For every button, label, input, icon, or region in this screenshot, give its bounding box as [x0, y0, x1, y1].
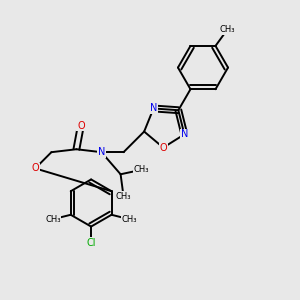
Text: CH₃: CH₃ — [220, 25, 235, 34]
Text: N: N — [150, 103, 157, 113]
Text: CH₃: CH₃ — [134, 165, 149, 174]
Text: N: N — [181, 129, 188, 140]
Text: CH₃: CH₃ — [45, 215, 61, 224]
Text: O: O — [77, 121, 85, 131]
Text: O: O — [32, 164, 39, 173]
Text: N: N — [98, 147, 105, 157]
Text: Cl: Cl — [86, 238, 96, 248]
Text: CH₃: CH₃ — [116, 192, 131, 201]
Text: CH₃: CH₃ — [122, 215, 137, 224]
Text: O: O — [159, 142, 167, 153]
